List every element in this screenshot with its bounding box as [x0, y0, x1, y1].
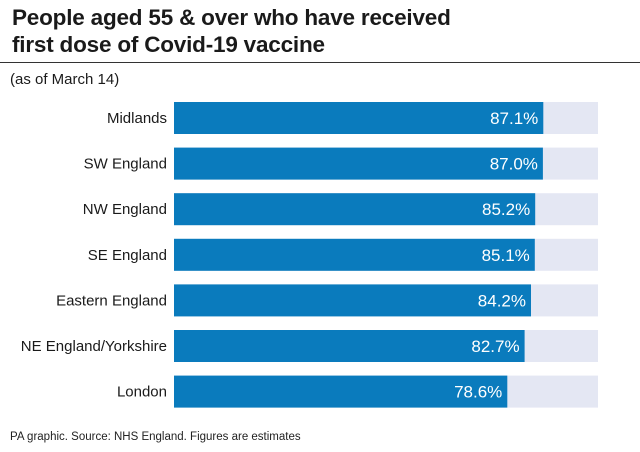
chart-title-line-1: People aged 55 & over who have received [12, 5, 451, 30]
bar [174, 330, 525, 362]
chart-subtitle: (as of March 14) [10, 71, 120, 88]
bar [174, 375, 508, 408]
data-label: 85.2% [482, 200, 530, 219]
data-label: 85.1% [482, 246, 530, 265]
category-label: NW England [83, 201, 167, 218]
category-label: SW England [84, 156, 167, 173]
title-divider [0, 62, 640, 63]
data-label: 82.7% [471, 337, 519, 356]
bar [174, 102, 544, 134]
category-label: NE England/Yorkshire [21, 338, 167, 355]
bar-chart: Midlands 87.1% SW England 87.0% NW England 85… [21, 102, 598, 408]
data-label: 87.1% [490, 109, 538, 128]
category-label: Eastern England [56, 292, 167, 309]
source-footnote: PA graphic. Source: NHS England. Figures… [10, 431, 301, 443]
category-label: Midlands [107, 110, 167, 127]
category-label: London [117, 384, 167, 401]
bar [174, 238, 535, 271]
data-label: 87.0% [490, 155, 538, 174]
bar [174, 284, 531, 317]
chart-title-line-2: first dose of Covid-19 vaccine [12, 32, 325, 57]
chart-title: People aged 55 & over who have received … [12, 4, 632, 58]
data-label: 84.2% [478, 291, 526, 310]
category-label: SE England [88, 247, 167, 264]
bar [174, 147, 543, 180]
bar [174, 193, 536, 226]
data-label: 78.6% [454, 383, 502, 402]
